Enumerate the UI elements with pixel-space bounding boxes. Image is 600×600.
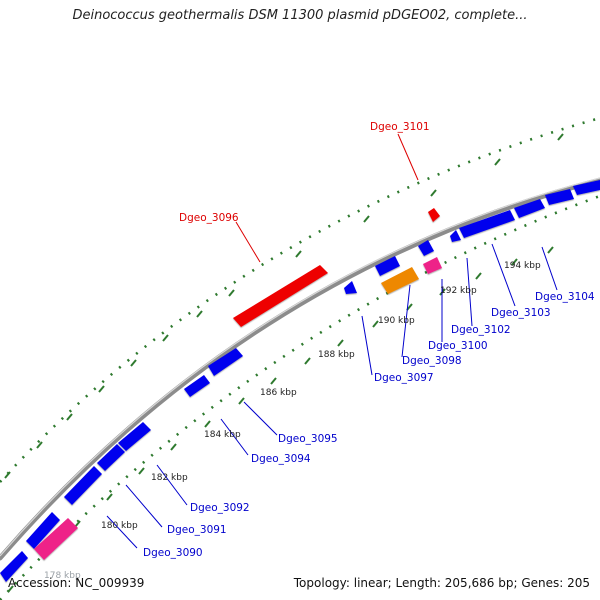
major-tick <box>430 189 437 197</box>
kbp-label: 180 kbp <box>101 521 138 531</box>
major-tick <box>295 250 302 258</box>
gene-block <box>375 256 400 276</box>
major-tick <box>547 246 554 254</box>
gene-block <box>0 551 28 582</box>
gene-label: Dgeo_3091 <box>167 524 227 536</box>
gene-block <box>97 444 125 471</box>
gene-block-red <box>428 208 440 222</box>
gene-block <box>26 512 60 549</box>
gene-label: Dgeo_3092 <box>190 502 250 514</box>
gene-label: Dgeo_3097 <box>374 372 434 384</box>
kbp-label: 186 kbp <box>260 388 297 398</box>
gene-block-red <box>233 265 328 327</box>
kbp-label: 192 kbp <box>440 286 477 296</box>
major-tick <box>372 320 379 328</box>
gene-label: Dgeo_3094 <box>251 453 311 465</box>
accession-text: Accession: NC_009939 <box>8 576 145 590</box>
gene-label: Dgeo_3104 <box>535 291 595 303</box>
map-title: Deinococcus geothermalis DSM 11300 plasm… <box>72 8 528 23</box>
gene-block <box>573 180 600 195</box>
major-tick <box>170 443 177 451</box>
major-tick <box>511 258 518 266</box>
major-tick <box>557 133 564 141</box>
major-tick <box>270 377 277 385</box>
topology-summary: Topology: linear; Length: 205,686 bp; Ge… <box>293 576 590 590</box>
gene-block <box>64 466 102 505</box>
gene-label: Dgeo_3102 <box>451 324 511 336</box>
kbp-label: 184 kbp <box>204 430 241 440</box>
major-tick <box>98 385 105 393</box>
major-tick <box>238 397 245 405</box>
gene-label: Dgeo_3098 <box>402 355 462 367</box>
callout-lines-blue <box>106 243 558 549</box>
major-ticks <box>4 133 564 593</box>
outer-tick-ring <box>0 116 600 483</box>
kbp-label: 178 kbp <box>44 571 81 581</box>
gene-block <box>459 210 515 238</box>
gene-block <box>118 422 151 451</box>
kbp-labels: 178 kbp 180 kbp 182 kbp 184 kbp 186 kbp 188 k… <box>44 261 541 581</box>
gene-block-pink <box>423 257 442 274</box>
kbp-label: 182 kbp <box>151 473 188 483</box>
major-tick <box>66 413 73 421</box>
gene-label: Dgeo_3101 <box>370 121 430 133</box>
gene-block-orange <box>381 267 419 294</box>
gene-label: Dgeo_3095 <box>278 433 338 445</box>
major-tick <box>363 215 370 223</box>
genome-backbone-highlight <box>0 177 600 557</box>
kbp-label: 194 kbp <box>504 261 541 271</box>
major-tick <box>304 357 311 365</box>
gene-labels: Dgeo_3090 Dgeo_3091 Dgeo_3092 Dgeo_3094 Dgeo… <box>143 121 595 559</box>
gene-blocks <box>0 180 600 582</box>
genome-backbone <box>0 177 600 561</box>
gene-label: Dgeo_3100 <box>428 340 488 352</box>
kbp-label: 188 kbp <box>318 350 355 360</box>
inner-tick-ring <box>0 194 600 600</box>
kbp-label: 190 kbp <box>378 316 415 326</box>
major-tick <box>337 339 344 347</box>
major-tick <box>162 334 169 342</box>
major-tick <box>204 420 211 428</box>
gene-block <box>418 240 434 256</box>
major-tick <box>106 493 113 501</box>
gene-label: Dgeo_3103 <box>491 307 551 319</box>
major-tick <box>494 158 501 166</box>
gene-block <box>184 375 210 397</box>
major-tick <box>196 310 203 318</box>
major-tick <box>7 585 14 593</box>
major-tick <box>130 359 137 367</box>
callout-lines-red <box>235 133 419 263</box>
major-tick <box>4 471 11 479</box>
gene-block <box>344 281 357 294</box>
major-tick <box>138 467 145 475</box>
gene-label: Dgeo_3096 <box>179 212 239 224</box>
gene-label: Dgeo_3090 <box>143 547 203 559</box>
major-tick <box>36 441 43 449</box>
gene-block-pink <box>34 518 78 560</box>
gene-block <box>514 199 545 218</box>
major-tick <box>475 272 482 280</box>
gene-block <box>208 348 243 376</box>
gene-block <box>450 230 461 242</box>
major-tick <box>228 289 235 297</box>
gene-block <box>545 189 574 205</box>
